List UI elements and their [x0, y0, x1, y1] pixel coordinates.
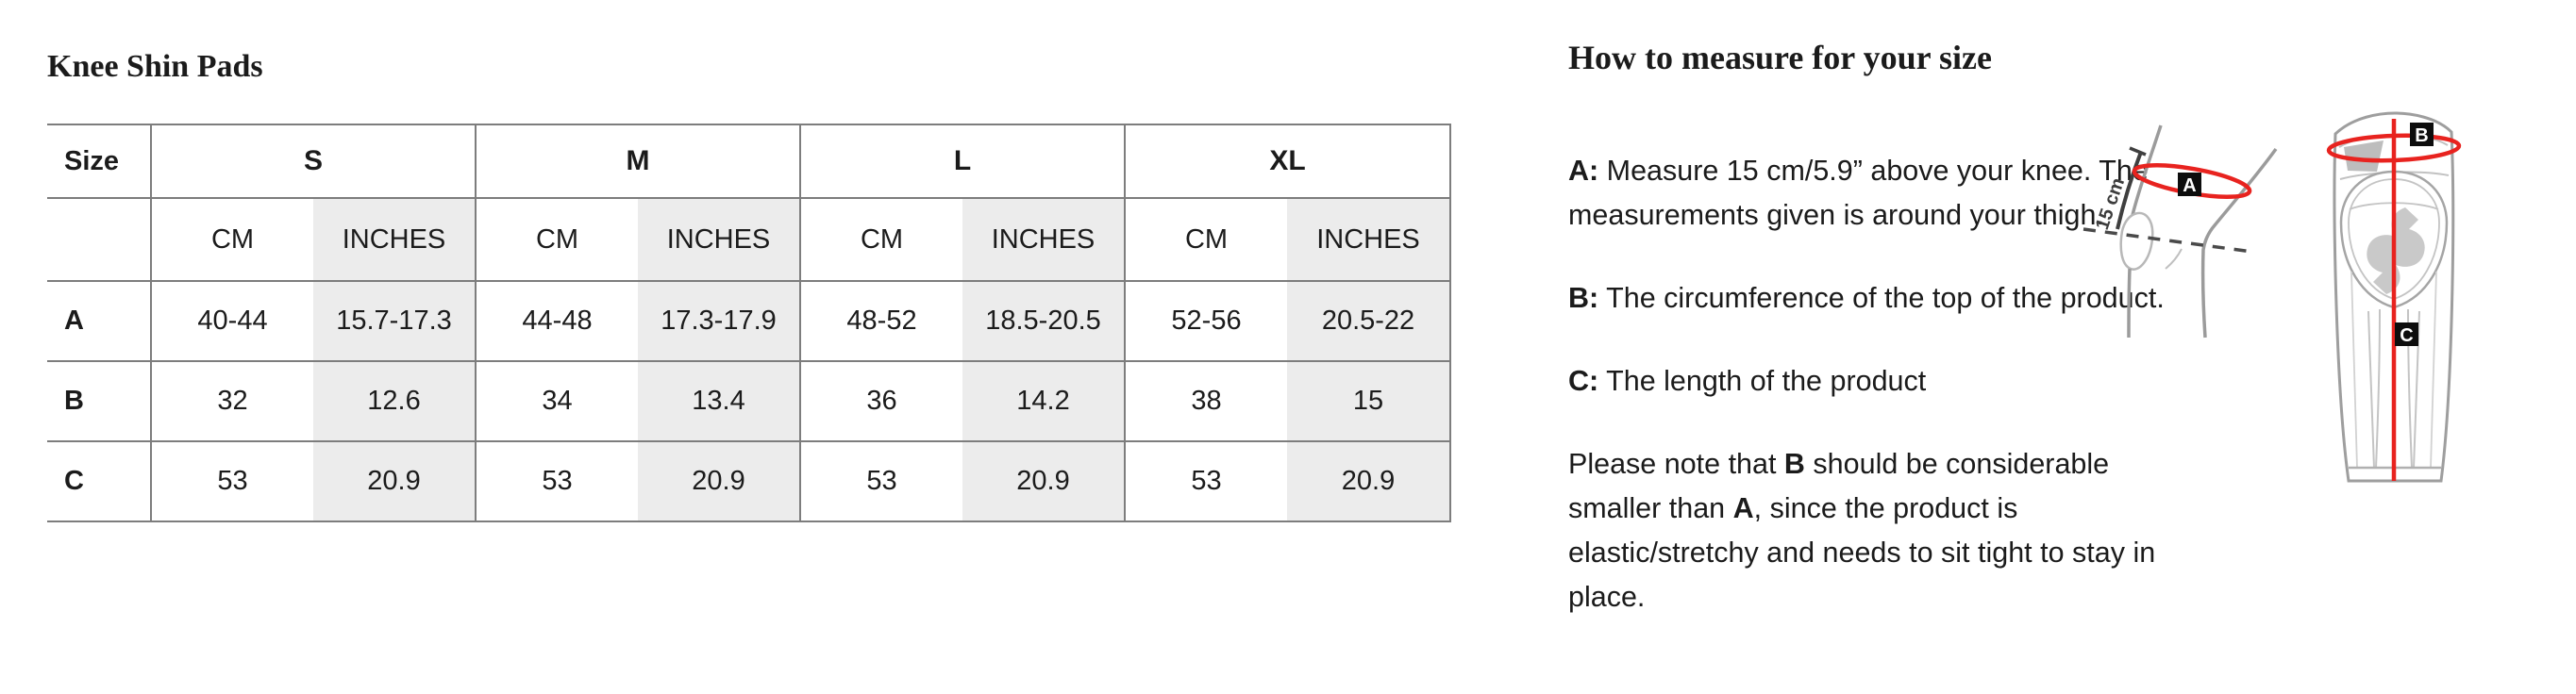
value-cell: 32	[150, 360, 313, 442]
table-row-c: C 53 20.9 53 20.9 53 20.9 53 20.9	[47, 440, 1451, 522]
shin-ridge-line	[2367, 310, 2375, 469]
dashed-knee-axis	[2083, 227, 2253, 254]
a-badge	[2178, 173, 2201, 196]
c-badge	[2395, 322, 2418, 346]
kneecap-outline	[2119, 211, 2154, 271]
row-label: A	[47, 280, 152, 362]
measure-instruction-a: A: Measure 15 cm/5.9” above your knee. T…	[1568, 149, 2180, 238]
value-cell: 20.9	[962, 440, 1125, 522]
shin-curve	[2165, 248, 2183, 270]
unit-header: CM	[150, 197, 313, 282]
bold-b-label: B:	[1568, 282, 1599, 314]
calf-back-line	[2127, 268, 2132, 339]
shin-ridge-line	[2413, 310, 2420, 469]
note-text: should be considerable smaller than	[1568, 448, 2110, 524]
value-cell: 15.7-17.3	[313, 280, 476, 362]
unit-header-row: CM INCHES CM INCHES CM INCHES CM INCHES	[47, 197, 1451, 282]
row-label: B	[47, 360, 152, 442]
size-corner-label: Size	[47, 124, 152, 199]
value-cell: 14.2	[962, 360, 1125, 442]
a-badge-letter: A	[2183, 175, 2196, 196]
table-row-a: A 40-44 15.7-17.3 44-48 17.3-17.9 48-52 …	[47, 280, 1451, 362]
value-cell: 20.9	[638, 440, 800, 522]
value-cell: 18.5-20.5	[962, 280, 1125, 362]
table-row-b: B 32 12.6 34 13.4 36 14.2 38 15	[47, 360, 1451, 442]
unit-header: INCHES	[962, 197, 1125, 282]
value-cell: 17.3-17.9	[638, 280, 800, 362]
leg-front-line	[2200, 147, 2278, 339]
c-badge-letter: C	[2400, 325, 2413, 346]
row-label: C	[47, 440, 152, 522]
knee-measure-diagram: 15 cm A	[2083, 124, 2278, 339]
measure-instruction-b: B: The circumference of the top of the p…	[1568, 276, 2180, 321]
value-cell: 44-48	[475, 280, 638, 362]
value-cell: 13.4	[638, 360, 800, 442]
side-contour-line	[2350, 271, 2358, 469]
instruction-a-text: Measure 15 cm/5.9” above your knee. The …	[1568, 155, 2149, 231]
bold-c-label: C:	[1568, 365, 1599, 397]
product-measure-diagram: B C	[2326, 111, 2462, 483]
measure-note: Please note that B should be considerabl…	[1568, 442, 2180, 620]
fabric-patch	[2344, 140, 2384, 172]
value-cell: 40-44	[150, 280, 313, 362]
value-cell: 53	[1124, 440, 1287, 522]
value-cell: 52-56	[1124, 280, 1287, 362]
empty-cell	[47, 197, 152, 282]
size-header-m: M	[475, 124, 800, 199]
b-badge-letter: B	[2415, 125, 2428, 146]
note-text: , since the product is elastic/stretchy …	[1568, 492, 2156, 613]
table-header-row: Size S M L XL	[47, 124, 1451, 199]
value-cell: 20.5-22	[1287, 280, 1451, 362]
instruction-b-text: The circumference of the top of the prod…	[1598, 282, 2165, 314]
side-contour-line	[2430, 271, 2437, 469]
unit-header: CM	[475, 197, 638, 282]
b-badge	[2410, 123, 2434, 146]
value-cell: 36	[799, 360, 962, 442]
note-bold-b: B	[1783, 448, 1805, 480]
unit-header: CM	[1124, 197, 1287, 282]
guide-text: A: Measure 15 cm/5.9” above your knee. T…	[1568, 149, 2180, 658]
value-cell: 53	[475, 440, 638, 522]
unit-header: CM	[799, 197, 962, 282]
bold-a-label: A:	[1568, 155, 1599, 187]
guide-heading: How to measure for your size	[1568, 39, 1992, 76]
shin-ridge-line	[2375, 308, 2381, 469]
value-cell: 38	[1124, 360, 1287, 442]
value-cell: 20.9	[1287, 440, 1451, 522]
measure-instruction-c: C: The length of the product	[1568, 359, 2180, 404]
value-cell: 53	[150, 440, 313, 522]
unit-header: INCHES	[1287, 197, 1451, 282]
value-cell: 53	[799, 440, 962, 522]
note-text: Please note that	[1568, 448, 1784, 480]
page-title: Knee Shin Pads	[47, 49, 263, 84]
value-cell: 34	[475, 360, 638, 442]
note-bold-a: A	[1732, 492, 1754, 524]
value-cell: 15	[1287, 360, 1451, 442]
value-cell: 48-52	[799, 280, 962, 362]
value-cell: 12.6	[313, 360, 476, 442]
instruction-c-text: The length of the product	[1598, 365, 1927, 397]
bracket-tick	[2129, 146, 2147, 157]
size-header-l: L	[799, 124, 1125, 199]
size-header-xl: XL	[1124, 124, 1451, 199]
distance-bracket	[2116, 151, 2143, 230]
value-cell: 20.9	[313, 440, 476, 522]
thigh-back-line	[2131, 124, 2163, 216]
unit-header: INCHES	[313, 197, 476, 282]
unit-header: INCHES	[638, 197, 800, 282]
size-table: Size S M L XL CM INCHES CM INCHES CM INC…	[47, 124, 1451, 522]
size-header-s: S	[150, 124, 476, 199]
